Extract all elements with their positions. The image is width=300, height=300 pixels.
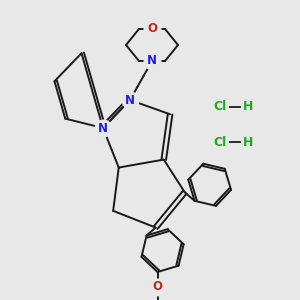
Text: H: H [243,100,254,113]
Text: N: N [147,55,157,68]
Text: Cl: Cl [213,136,226,148]
Text: N: N [98,122,108,134]
Text: Cl: Cl [213,100,226,113]
Text: O: O [147,22,157,35]
Text: H: H [243,136,254,148]
Text: O: O [152,280,163,293]
Text: N: N [125,94,135,106]
